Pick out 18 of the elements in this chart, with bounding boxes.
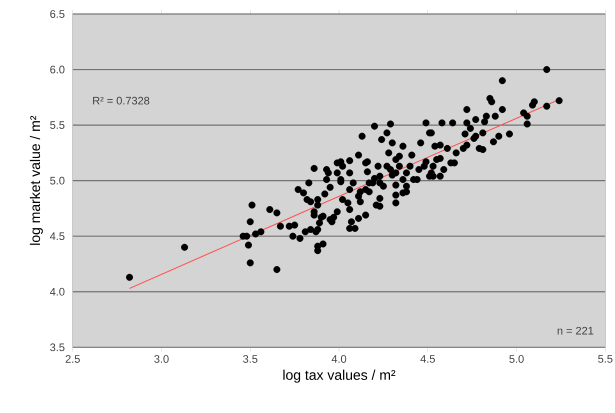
- x-tick-label: 3.5: [243, 355, 258, 363]
- x-tick-label: 3.0: [154, 355, 169, 363]
- x-tick-label: 5.0: [509, 355, 524, 363]
- annotation: n = 221: [558, 326, 594, 334]
- y-tick-label: 5.5: [50, 121, 64, 129]
- y-axis-title: log market value / m²: [30, 116, 43, 245]
- x-axis-title: log tax values / m²: [283, 370, 396, 383]
- x-tick-label: 5.5: [598, 355, 612, 363]
- x-tick-label: 4.0: [332, 355, 346, 363]
- y-tick-label: 4.0: [50, 288, 64, 296]
- x-tick-label: 2.5: [66, 355, 80, 363]
- x-tick-label: 4.5: [420, 355, 435, 363]
- annotation: R² = 0.7328: [93, 96, 150, 105]
- y-tick-label: 3.5: [50, 343, 64, 352]
- y-tick-label: 6.5: [50, 10, 64, 18]
- y-tick-label: 4.5: [50, 232, 64, 240]
- y-tick-label: 5.0: [50, 176, 64, 185]
- y-tick-label: 6.0: [50, 66, 64, 74]
